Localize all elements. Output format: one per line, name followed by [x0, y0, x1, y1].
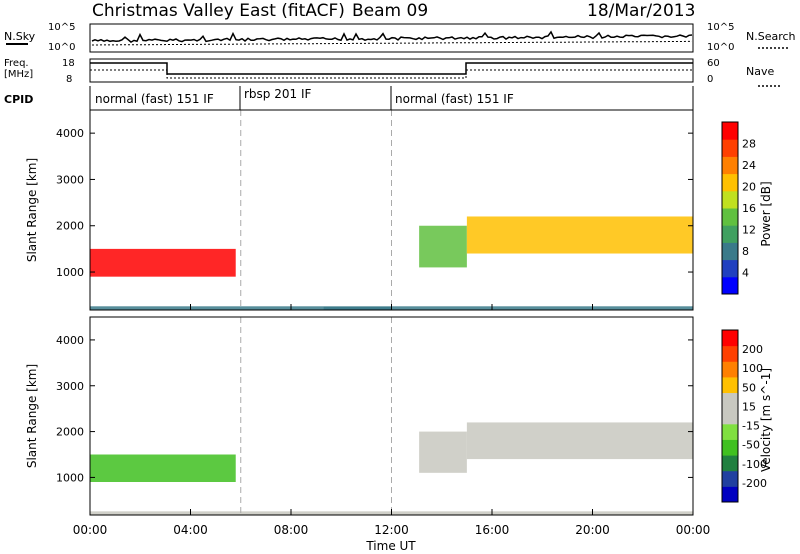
freq-tick-top: 18 — [62, 58, 75, 69]
x-tick-label-1: 04:00 — [173, 523, 208, 537]
vel-panel-ytick-label-1: 2000 — [56, 426, 84, 439]
vel-cbar-tick-3: 15 — [742, 400, 756, 413]
beam-label: Beam 09 — [352, 1, 428, 21]
vel-cbar-tick-6: -100 — [742, 458, 767, 471]
power-colorbar-label: Power [dB] — [759, 181, 773, 246]
vel-cbar-swatch-5 — [722, 408, 738, 425]
x-tick-label-4: 16:00 — [475, 523, 510, 537]
n-tick-top-right: 10^5 — [707, 22, 734, 33]
power-cbar-swatch-1 — [722, 259, 738, 278]
power-colorbar: 28 24 20 16 12 8 4 — [721, 121, 756, 295]
power-panel-ytick-label-1: 2000 — [56, 220, 84, 233]
velocity-colorbar-label: Velocity [m s^-1] — [759, 368, 773, 472]
velocity-frame — [89, 316, 694, 516]
vel-cbar-swatch-3 — [722, 439, 738, 456]
nave-tick-bottom: 0 — [707, 74, 713, 85]
freq-series — [90, 62, 693, 75]
vel-cbar-swatch-7 — [722, 376, 738, 394]
power-panel-ytick-label-3: 4000 — [56, 127, 84, 140]
n-tick-top-left: 10^5 — [48, 22, 75, 33]
vel-cbar-frame — [721, 329, 739, 503]
vel-cbar-tick-5: -50 — [742, 439, 760, 452]
n-tick-bottom-right: 10^0 — [707, 42, 734, 53]
power-panel-ytick-label-2: 3000 — [56, 173, 84, 186]
vel-cbar-tick-0: 200 — [742, 343, 763, 356]
vel-cbar-swatch-0 — [722, 486, 738, 503]
figure-title: Christmas Valley East (fitACF) — [92, 1, 345, 21]
vel-cbar-swatch-4 — [722, 423, 738, 440]
vel-cbar-swatch-6 — [722, 392, 738, 409]
vel-panel-ytick-label-3: 4000 — [56, 334, 84, 347]
power-cbar-swatch-7 — [722, 156, 738, 175]
vel-panel-region-0 — [90, 454, 236, 482]
nsearch-label: N.Search — [746, 30, 796, 43]
velocity-ylabel: Slant Range [km] — [25, 364, 39, 468]
power-panel-region-0 — [90, 248, 236, 277]
freq-label: Freq. — [4, 58, 29, 69]
power-ylabel: Slant Range [km] — [25, 158, 39, 262]
power-cbar-tick-1: 24 — [742, 159, 756, 172]
freq-unit: [MHz] — [4, 69, 33, 80]
power-cbar-frame — [721, 121, 739, 295]
x-axis-ticks: 00:00 04:00 08:00 12:00 16:00 20:00 00:00 — [73, 304, 711, 537]
power-cbar-swatch-0 — [722, 276, 738, 295]
vel-panel-region-2 — [466, 422, 693, 460]
power-cbar-swatch-8 — [722, 139, 738, 157]
x-tick-label-0: 00:00 — [73, 523, 108, 537]
power-cbar-swatch-4 — [722, 208, 738, 226]
x-tick-label-2: 08:00 — [274, 523, 309, 537]
nsky-series — [91, 30, 693, 44]
freq-tick-bottom: 8 — [66, 74, 72, 85]
nave-label: Nave — [746, 65, 774, 78]
vel-cbar-tick-4: -15 — [742, 420, 760, 433]
power-cbar-tick-6: 4 — [742, 267, 749, 280]
x-tick-label-3: 12:00 — [374, 523, 409, 537]
x-tick-label-5: 20:00 — [575, 523, 610, 537]
power-cbar-tick-0: 28 — [742, 138, 756, 151]
nsky-panel — [89, 23, 694, 53]
power-cbar-tick-5: 8 — [742, 245, 749, 258]
date-label: 18/Mar/2013 — [587, 1, 695, 21]
nave-tick-top: 60 — [707, 58, 720, 69]
power-cbar-tick-3: 16 — [742, 202, 756, 215]
nsearch-series — [92, 40, 692, 46]
vel-cbar-tick-2: 50 — [742, 381, 756, 394]
power-cbar-swatch-2 — [722, 242, 738, 261]
vel-cbar-swatch-2 — [722, 455, 738, 472]
vel-panel-ytick-label-0: 1000 — [56, 471, 84, 484]
power-cbar-swatch-5 — [722, 190, 738, 209]
power-cbar-swatch-6 — [722, 173, 738, 192]
vel-panel-region-1 — [419, 431, 467, 473]
cpid-label: CPID — [4, 93, 33, 106]
power-cbar-swatch-9 — [722, 122, 738, 140]
vel-cbar-tick-1: 100 — [742, 362, 763, 375]
vel-cbar-tick-7: -200 — [742, 477, 767, 490]
nave-series — [90, 69, 693, 79]
cpid-segment-3: normal (fast) 151 IF — [395, 92, 514, 106]
power-cbar-tick-4: 12 — [742, 224, 756, 237]
vel-cbar-swatch-9 — [722, 345, 738, 362]
velocity-panel: 1000 2000 3000 4000 — [56, 317, 693, 515]
n-tick-bottom-left: 10^0 — [48, 42, 75, 53]
vel-panel-ytick-label-2: 3000 — [56, 380, 84, 393]
x-axis-label: Time UT — [365, 539, 416, 553]
power-panel-ytick-label-0: 1000 — [56, 266, 84, 279]
velocity-colorbar: 200 100 50 15 -15 -50 -100 -200 — [721, 329, 767, 503]
vel-cbar-swatch-10 — [722, 330, 738, 347]
power-cbar-tick-2: 20 — [742, 181, 756, 194]
power-cbar-swatch-3 — [722, 225, 738, 243]
vel-cbar-swatch-1 — [722, 470, 738, 487]
cpid-segment-2: rbsp 201 IF — [244, 87, 311, 101]
x-tick-label-6: 00:00 — [676, 523, 711, 537]
power-panel-region-2 — [419, 225, 467, 268]
power-panel: 1000 2000 3000 4000 — [56, 110, 693, 310]
vel-cbar-swatch-8 — [722, 361, 738, 378]
cpid-segment-1: normal (fast) 151 IF — [95, 92, 214, 106]
power-panel-region-3 — [466, 216, 693, 254]
nsky-label: N.Sky — [4, 30, 36, 43]
